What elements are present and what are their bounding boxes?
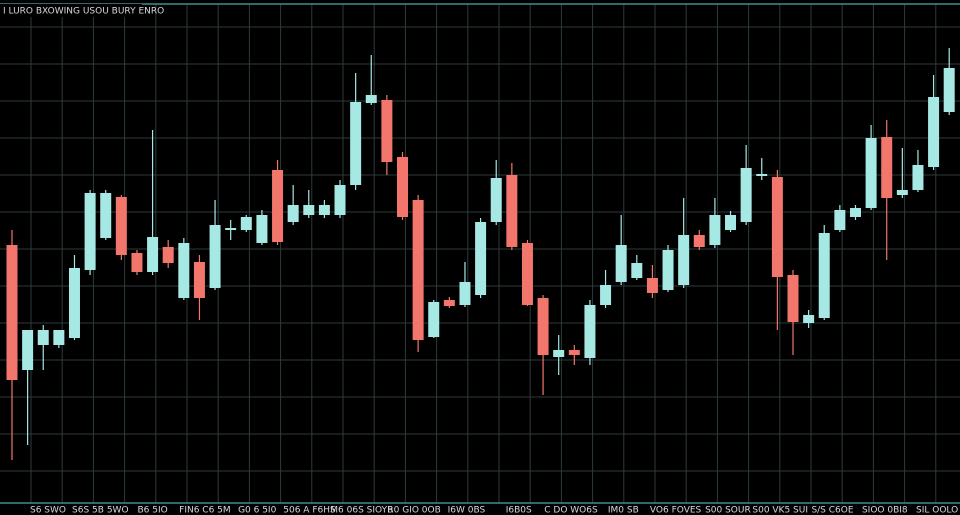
candle-body <box>193 262 205 298</box>
candle-body <box>37 330 49 345</box>
candle-body <box>334 185 346 215</box>
candle-body <box>68 268 80 338</box>
x-tick-label: S6S 5B 5WO <box>72 506 128 515</box>
candle-body <box>365 95 377 103</box>
x-tick-label: S6 SWO <box>30 506 66 515</box>
candle-body <box>553 350 565 357</box>
x-tick-label: S/S C6OE <box>811 506 853 515</box>
candle-body <box>397 157 408 217</box>
x-tick-label: R0 GIO 0OB <box>387 506 440 515</box>
candle-body <box>475 222 487 295</box>
x-tick-label: SIOO 0BI8 <box>862 506 908 515</box>
candle-body <box>100 193 112 238</box>
candle-body <box>537 298 549 355</box>
candle-body <box>147 237 159 272</box>
x-tick-label: I6W 0BS <box>448 506 486 515</box>
candle-body <box>225 228 237 230</box>
candle-body <box>740 168 752 222</box>
candle-body <box>771 177 783 277</box>
candle-body <box>490 178 502 222</box>
candle-body <box>662 250 674 290</box>
candle-body <box>803 315 815 323</box>
candle-body <box>287 205 299 222</box>
candle-body <box>568 350 580 355</box>
x-tick-label: VO6 FOVES <box>650 506 702 515</box>
candle-body <box>178 243 190 298</box>
candle-body <box>521 243 533 305</box>
candle-body <box>443 300 455 306</box>
candle-body <box>381 100 393 162</box>
candle-body <box>849 208 861 217</box>
x-tick-label: 506 A F6HS <box>283 506 336 515</box>
candle-body <box>756 174 768 176</box>
grid <box>0 4 960 503</box>
title-bg <box>0 4 142 17</box>
chart-title: I LURO BXOWING USOU BURY ENRO <box>3 7 164 17</box>
candle-body <box>709 215 721 245</box>
candle-body <box>631 263 643 278</box>
candle-body <box>678 235 690 285</box>
candle-body <box>943 68 955 112</box>
candle-body <box>881 137 893 198</box>
x-tick-label: B6 5IO <box>137 506 167 515</box>
candle-body <box>303 205 315 215</box>
x-tick-label: C DO WO6S <box>544 506 598 515</box>
candle-body <box>6 245 18 380</box>
candle-body <box>725 215 737 230</box>
candle-body <box>131 253 143 272</box>
candle-body <box>22 330 34 370</box>
x-tick-label: S00 VK5 SUI <box>752 506 808 515</box>
x-tick-label: I6B0S <box>506 506 532 515</box>
candle-body <box>865 138 877 208</box>
candle-body <box>272 170 284 242</box>
candle-body <box>615 245 627 282</box>
x-tick-label: S00 SOUR <box>705 506 751 515</box>
candle-body <box>459 282 471 305</box>
x-tick-label: M6 06S SIOYB <box>330 506 393 515</box>
candle-body <box>600 285 612 305</box>
candle-body <box>115 197 127 255</box>
candle-body <box>350 102 362 185</box>
candle-body <box>318 205 330 215</box>
x-tick-label: G0 6 5I0 <box>238 506 277 515</box>
candle-body <box>428 302 440 337</box>
candle-body <box>787 275 799 322</box>
candle-body <box>256 215 268 243</box>
candle-body <box>818 233 830 318</box>
candle-body <box>912 165 924 190</box>
candle-body <box>693 235 705 247</box>
x-tick-label: FIN6 C6 5M <box>179 506 231 515</box>
candle-body <box>209 225 221 288</box>
candle-body <box>834 210 846 230</box>
candle-body <box>646 278 658 293</box>
candle-body <box>240 217 252 230</box>
candle-body <box>928 97 940 167</box>
candle-body <box>53 330 65 345</box>
candle-body <box>896 190 908 195</box>
candle-body <box>584 305 596 358</box>
candle-body <box>162 247 174 263</box>
candle-body <box>412 200 424 340</box>
candle-body <box>506 175 518 247</box>
x-tick-label: SIL OOLO <box>916 506 958 515</box>
x-tick-label: IM0 SB <box>608 506 639 515</box>
candle-body <box>84 193 96 270</box>
